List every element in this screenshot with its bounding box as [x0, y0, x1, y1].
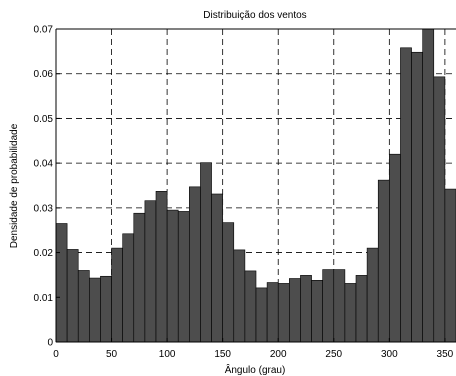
histogram-bar — [66, 249, 79, 343]
histogram-bar — [300, 275, 312, 343]
histogram-bar — [144, 200, 157, 343]
y-tick-label: 0.01 — [34, 293, 54, 304]
histogram-bar — [55, 223, 68, 343]
histogram-bar — [222, 222, 235, 343]
histogram-bar — [311, 279, 323, 343]
y-tick-label: 0 — [47, 338, 53, 349]
histogram-bar — [366, 247, 379, 343]
ticks: 0 50 100 150 200 250 300 350 0 0.01 0.02 0.03 0.04 0.… — [34, 25, 454, 361]
histogram-bar — [411, 51, 423, 343]
histogram-bar — [111, 247, 123, 343]
histogram-bar — [177, 211, 190, 343]
histogram-bar — [333, 269, 346, 343]
chart-title: Distribuição dos ventos — [203, 10, 306, 21]
y-tick-label: 0.03 — [34, 203, 54, 214]
bars — [55, 28, 456, 343]
x-tick-label: 300 — [381, 349, 398, 360]
x-tick-label: 200 — [270, 349, 287, 360]
histogram-bar — [255, 287, 268, 343]
histogram-bar — [400, 47, 412, 343]
histogram-bar — [166, 209, 179, 343]
histogram-bar — [100, 275, 112, 343]
histogram-bar — [422, 28, 435, 343]
x-tick-label: 150 — [214, 349, 231, 360]
histogram-bar — [322, 269, 335, 343]
histogram-bar — [211, 193, 223, 343]
histogram-bar — [155, 191, 168, 343]
histogram-bar — [200, 162, 212, 343]
histogram-bar — [89, 277, 101, 343]
histogram-bar — [389, 153, 401, 343]
y-tick-label: 0.05 — [34, 114, 54, 125]
histogram-bar — [233, 249, 246, 343]
histogram-bar — [77, 270, 90, 343]
x-tick-label: 350 — [437, 349, 454, 360]
histogram-bar — [377, 179, 390, 343]
x-tick-label: 100 — [159, 349, 176, 360]
y-tick-label: 0.04 — [34, 159, 54, 170]
x-axis-title: Ângulo (grau) — [225, 363, 286, 376]
x-tick-label: 250 — [325, 349, 342, 360]
x-tick-label: 50 — [106, 349, 118, 360]
histogram-bar — [289, 278, 301, 343]
y-tick-label: 0.07 — [34, 25, 54, 36]
y-axis-title: Densidade de probabilidade — [9, 123, 20, 248]
histogram-bar — [133, 212, 146, 343]
histogram-bar — [355, 275, 368, 343]
histogram-bar — [122, 233, 135, 343]
y-tick-label: 0.02 — [34, 248, 54, 259]
histogram-bar — [444, 188, 456, 343]
histogram-bar — [266, 282, 279, 343]
x-tick-label: 0 — [53, 349, 59, 360]
y-tick-label: 0.06 — [34, 69, 54, 80]
histogram-bar — [189, 186, 201, 343]
histogram-bar — [244, 270, 257, 343]
histogram-bar — [433, 76, 446, 343]
histogram-bar — [344, 283, 357, 343]
histogram-bar — [277, 283, 290, 343]
